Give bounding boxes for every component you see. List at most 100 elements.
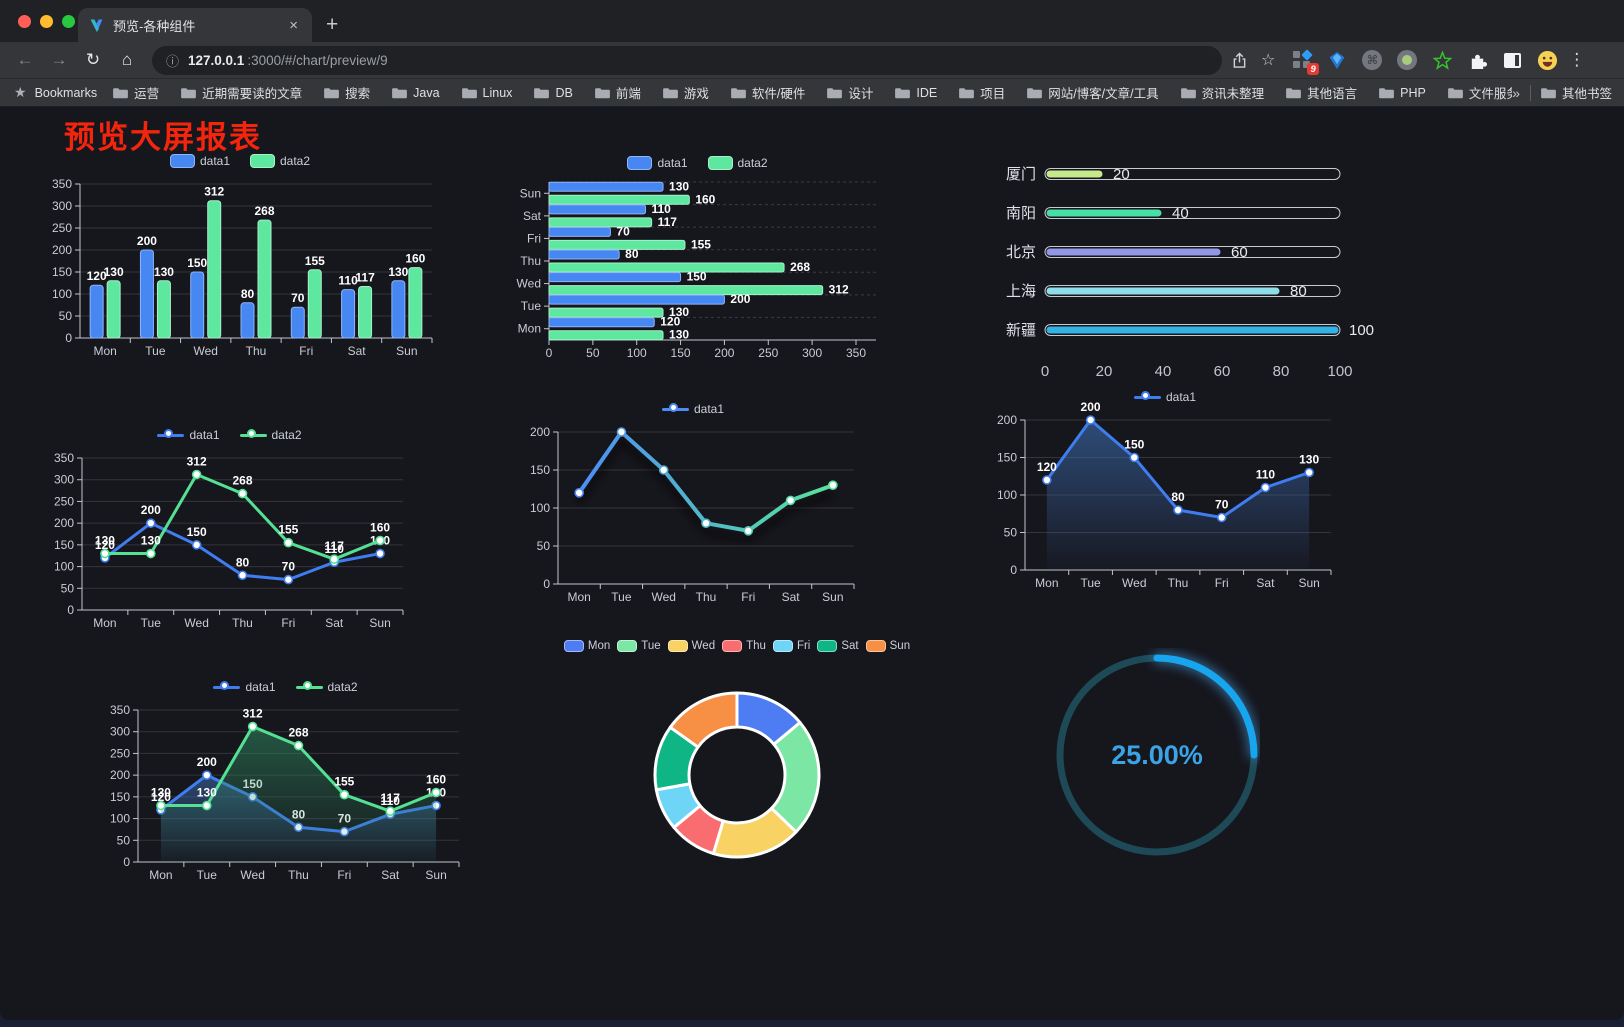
progress-bars-canvas: 厦门 20 南阳 40 北京 60 上海 80 新疆 100 0 20 40 60 80 100 xyxy=(1006,166,1374,380)
legend-item-data2[interactable]: data2 xyxy=(707,156,768,170)
svg-text:200: 200 xyxy=(110,768,130,782)
svg-text:120: 120 xyxy=(95,538,115,552)
legend-item-data1[interactable]: data1 xyxy=(661,402,724,416)
bookmark-item[interactable]: 运营 xyxy=(113,83,159,102)
legend-item-data1[interactable]: data1 xyxy=(169,154,230,168)
chart-legend: data1 xyxy=(518,402,868,416)
new-tab-button[interactable]: + xyxy=(326,13,339,36)
svg-text:50: 50 xyxy=(537,539,551,553)
bookmark-item[interactable]: Linux xyxy=(461,86,512,100)
extension-gem-icon[interactable] xyxy=(1326,49,1348,71)
svg-text:150: 150 xyxy=(187,525,207,539)
extension-star-icon[interactable] xyxy=(1431,49,1453,71)
bookmark-item[interactable]: PHP xyxy=(1379,86,1426,100)
bookmark-items: 运营 近期需要读的文章 搜索 Java Linux DB 前端 游戏 软件/硬件 设计 IDE 项目 网… xyxy=(113,83,1512,102)
svg-text:100: 100 xyxy=(54,560,74,574)
svg-text:100: 100 xyxy=(110,812,130,826)
legend-item-Mon[interactable]: Mon xyxy=(563,640,610,652)
svg-text:Sun: Sun xyxy=(822,590,843,604)
bookmarks-overflow-button[interactable]: » xyxy=(1512,84,1520,101)
chart-legend: data1 xyxy=(985,390,1345,404)
legend-item-data2[interactable]: data2 xyxy=(295,680,358,694)
bookmark-item[interactable]: 软件/硬件 xyxy=(730,83,805,102)
legend-item-Wed[interactable]: Wed xyxy=(667,640,715,652)
svg-text:60: 60 xyxy=(1231,244,1248,261)
extension-emoji-icon[interactable] xyxy=(1536,49,1558,71)
svg-text:160: 160 xyxy=(405,252,425,266)
extension-command-icon[interactable]: ⌘ xyxy=(1361,49,1383,71)
forward-button[interactable]: → xyxy=(50,50,68,69)
svg-text:Mon: Mon xyxy=(1035,576,1058,590)
bookmark-item[interactable]: 项目 xyxy=(959,83,1005,102)
bookmark-item[interactable]: 文件服务器 xyxy=(1447,83,1512,102)
legend-item-Fri[interactable]: Fri xyxy=(772,640,810,652)
other-bookmarks-button[interactable]: 其他书签 xyxy=(1541,83,1612,102)
bookmark-item[interactable]: IDE xyxy=(895,86,937,100)
svg-text:Wed: Wed xyxy=(240,868,264,882)
svg-text:155: 155 xyxy=(334,775,354,789)
svg-text:150: 150 xyxy=(997,451,1017,465)
svg-text:Mon: Mon xyxy=(93,616,116,630)
svg-text:70: 70 xyxy=(282,560,296,574)
bookmark-item[interactable]: 游戏 xyxy=(662,83,709,102)
extension-puzzle-icon[interactable] xyxy=(1466,49,1488,71)
legend-item-data1[interactable]: data1 xyxy=(213,680,276,694)
svg-text:Wed: Wed xyxy=(517,277,541,291)
bookmark-item[interactable]: 资讯未整理 xyxy=(1180,83,1264,102)
svg-text:117: 117 xyxy=(658,215,678,229)
extension-sidepanel-icon[interactable] xyxy=(1501,49,1523,71)
svg-text:Thu: Thu xyxy=(288,868,309,882)
legend-item-data1[interactable]: data1 xyxy=(157,428,220,442)
minimize-window-button[interactable] xyxy=(40,15,53,28)
bookmark-item[interactable]: 近期需要读的文章 xyxy=(181,83,302,102)
svg-text:20: 20 xyxy=(1113,166,1130,183)
bookmarks-star-icon[interactable]: ★ xyxy=(14,84,27,100)
bookmark-item[interactable]: Java xyxy=(392,86,440,100)
browser-tab[interactable]: 预览-各种组件 × xyxy=(78,8,312,42)
svg-text:200: 200 xyxy=(530,425,550,439)
legend-item-Sun[interactable]: Sun xyxy=(865,640,910,652)
legend-item-Tue[interactable]: Tue xyxy=(617,640,661,652)
bookmark-star-icon[interactable]: ☆ xyxy=(1261,52,1276,69)
bookmarks-bar: ★ Bookmarks 运营 近期需要读的文章 搜索 Java Linux DB 前端 游戏 软… xyxy=(0,78,1624,106)
legend-item-data2[interactable]: data2 xyxy=(250,154,310,168)
share-icon[interactable] xyxy=(1232,51,1247,69)
svg-text:北京: 北京 xyxy=(1006,244,1036,261)
svg-text:Fri: Fri xyxy=(299,344,313,358)
close-window-button[interactable] xyxy=(18,15,31,28)
bookmark-item[interactable]: 网站/博客/文章/工具 xyxy=(1027,83,1159,102)
extension-grid-icon[interactable]: 9 xyxy=(1291,49,1320,75)
browser-menu-icon[interactable]: ⋮ xyxy=(1568,50,1586,69)
legend-item-Thu[interactable]: Thu xyxy=(722,640,766,652)
svg-text:130: 130 xyxy=(197,786,217,800)
bookmark-item[interactable]: 前端 xyxy=(594,83,641,102)
svg-text:Fri: Fri xyxy=(281,616,295,630)
svg-text:120: 120 xyxy=(151,790,171,804)
svg-text:50: 50 xyxy=(61,581,75,595)
bookmark-item[interactable]: 搜索 xyxy=(324,83,370,102)
legend-item-data1[interactable]: data1 xyxy=(1133,390,1196,404)
svg-text:312: 312 xyxy=(243,707,263,721)
legend-item-data2[interactable]: data2 xyxy=(239,428,302,442)
site-info-icon[interactable]: ⓘ xyxy=(166,53,180,69)
svg-text:Tue: Tue xyxy=(145,344,166,358)
reload-button[interactable]: ↻ xyxy=(85,50,101,69)
svg-text:130: 130 xyxy=(1299,453,1319,467)
url-host: 127.0.0.1 xyxy=(188,52,245,68)
bookmark-item[interactable]: 设计 xyxy=(827,83,873,102)
svg-text:100: 100 xyxy=(1327,363,1352,380)
bookmark-item[interactable]: 其他语言 xyxy=(1286,83,1357,102)
svg-text:200: 200 xyxy=(197,755,217,769)
gauge-chart: 25.00% xyxy=(1055,648,1260,863)
back-button[interactable]: ← xyxy=(16,50,34,69)
address-bar[interactable]: ⓘ 127.0.0.1 :3000/#/chart/preview/9 xyxy=(152,45,1222,75)
bookmark-item[interactable]: DB xyxy=(534,86,573,100)
home-button[interactable]: ⌂ xyxy=(121,50,133,69)
extension-record-icon[interactable] xyxy=(1396,49,1418,71)
donut-chart-canvas xyxy=(653,691,821,859)
tab-close-button[interactable]: × xyxy=(289,16,298,34)
legend-item-data1[interactable]: data1 xyxy=(627,156,688,170)
legend-item-Sat[interactable]: Sat xyxy=(817,640,859,652)
zoom-window-button[interactable] xyxy=(62,15,75,28)
svg-text:268: 268 xyxy=(232,474,252,488)
